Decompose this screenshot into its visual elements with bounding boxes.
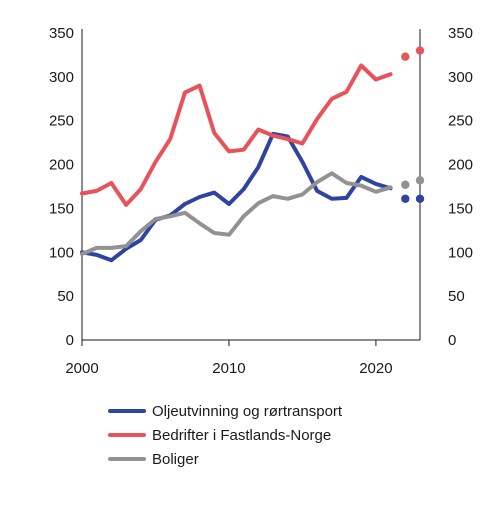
- chart-legend: Oljeutvinning og rørtransport Bedrifter i…: [108, 403, 343, 468]
- projection-point: [415, 46, 425, 55]
- legend-label: Boliger: [152, 451, 199, 468]
- series-line-3: [80, 171, 393, 256]
- y-tick-label-right: 200: [448, 157, 473, 174]
- y-tick-label-right: 50: [448, 288, 465, 305]
- y-tick-label-left: 50: [57, 288, 74, 305]
- y-tick-label-left: 350: [49, 25, 74, 42]
- projection-point: [401, 180, 410, 189]
- x-tick-label: 2020: [359, 360, 392, 377]
- projection-point: [415, 176, 425, 185]
- y-tick-label-left: 150: [49, 200, 74, 217]
- legend-label: Oljeutvinning og rørtransport: [152, 403, 343, 420]
- y-tick-label-left: 250: [49, 113, 74, 130]
- y-tick-label-right: 300: [448, 69, 473, 86]
- y-tick-label-right: 150: [448, 200, 473, 217]
- projection-point: [401, 52, 410, 61]
- y-tick-label-left: 300: [49, 69, 74, 86]
- series-line-1: [80, 131, 393, 263]
- y-tick-label-left: 0: [66, 332, 74, 349]
- legend-label: Bedrifter i Fastlands-Norge: [152, 427, 331, 444]
- y-tick-label-right: 250: [448, 113, 473, 130]
- chart-axes: 0 0 50 50 100 100 150 150 200 200 250 250 300 300 350 3…: [49, 25, 473, 377]
- projection-point: [401, 194, 410, 203]
- y-tick-label-right: 100: [448, 244, 473, 261]
- chart-series: [80, 46, 425, 263]
- projection-point: [415, 194, 425, 203]
- series-line-2: [80, 63, 393, 207]
- y-tick-label-right: 350: [448, 25, 473, 42]
- x-tick-label: 2000: [65, 360, 98, 377]
- x-tick-label: 2010: [212, 360, 245, 377]
- y-tick-label-right: 0: [448, 332, 456, 349]
- y-tick-label-left: 200: [49, 157, 74, 174]
- y-tick-label-left: 100: [49, 244, 74, 261]
